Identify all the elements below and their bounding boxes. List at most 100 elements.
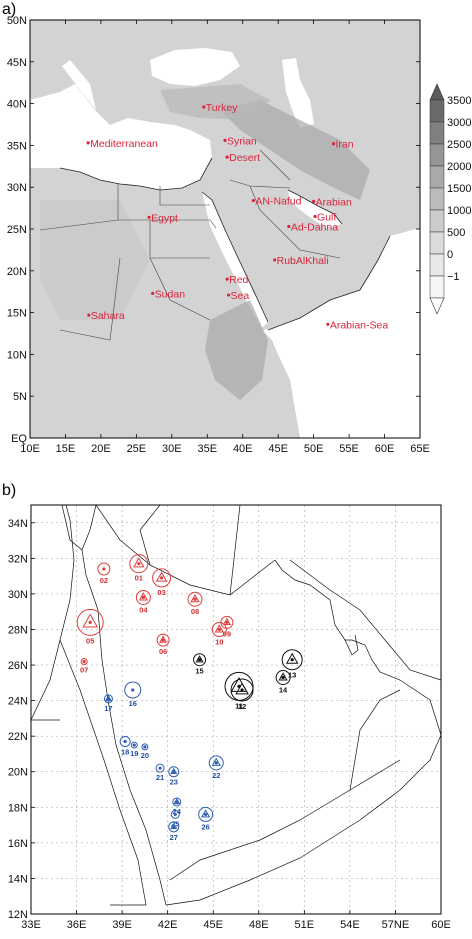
station-dot: [123, 739, 127, 744]
station-12: 12: [230, 678, 254, 711]
panel-a-ticks: EQ 5N 10N 15N 20N 25N 30N 35N 40N 45N 50N 10E 15E 20E…: [7, 15, 430, 455]
panel-b-grid: [31, 505, 441, 914]
colorbar-segment: [429, 143, 445, 167]
lat-tick-label: 18N: [8, 802, 28, 814]
station-dot: [102, 567, 106, 571]
lon-tick-label: 45E: [268, 443, 288, 455]
station-25: 25: [170, 809, 180, 828]
station-id-label: 18: [121, 748, 129, 757]
panel-a-map: Turkey Syrian Desert Iran Mediterranean Egypt…: [30, 20, 420, 438]
lat-tick-label: 40N: [7, 99, 27, 111]
station-id-label: 24: [173, 807, 182, 816]
station-dot: [82, 659, 86, 664]
station-id-label: 27: [170, 833, 178, 842]
lat-tick-label: 5N: [13, 391, 27, 403]
station-id-label: 25: [171, 819, 179, 828]
station-08: 08: [187, 591, 203, 616]
colorbar-segment: [429, 165, 445, 189]
station-triangle: [155, 571, 168, 582]
station-id-label: 23: [170, 778, 178, 787]
station-circle: [281, 649, 303, 671]
panel-b-frame: [30, 504, 442, 915]
colorbar-max-arrow: [429, 83, 445, 101]
lat-tick-label: 34N: [8, 518, 28, 530]
station-triangle: [235, 682, 249, 695]
station-id-label: 07: [80, 665, 88, 674]
station-triangle: [195, 655, 204, 663]
colorbar-segment: [429, 99, 445, 123]
place-label: Iran: [335, 139, 353, 151]
place-marker: [225, 277, 229, 281]
station-dot: [172, 770, 176, 774]
station-dot: [161, 638, 165, 642]
station-id-label: 21: [156, 773, 164, 782]
station-id-label: 15: [195, 667, 203, 676]
lon-tick-label: 48E: [249, 919, 269, 931]
station-circle: [124, 681, 142, 699]
station-triangle: [82, 613, 99, 628]
station-05: 05: [76, 608, 104, 645]
lon-tick-label: 40E: [233, 443, 253, 455]
station-id-label: 04: [139, 605, 148, 614]
lon-tick-label: 30E: [162, 443, 182, 455]
station-15: 15: [193, 653, 207, 676]
place-marker: [312, 199, 316, 204]
lat-tick-label: 50N: [7, 15, 27, 27]
station-21: 21: [155, 763, 165, 782]
place-label: Ad-Dahna: [291, 221, 338, 233]
station-id-label: 06: [159, 647, 167, 656]
station-dot: [240, 688, 244, 692]
lon-tick-label: 42E: [158, 919, 178, 931]
station-18: 18: [119, 736, 131, 757]
station-dot: [175, 800, 179, 804]
lat-tick-label: 10N: [7, 349, 27, 361]
mediterranean-sea: [30, 84, 212, 190]
station-20: 20: [141, 743, 149, 760]
anatolia-terrain: [160, 84, 270, 120]
lon-tick-label: 60E: [431, 919, 451, 931]
colorbar-label: 3500: [447, 95, 471, 107]
place-marker: [225, 155, 229, 159]
station-10: 10: [211, 621, 227, 646]
place-marker: [86, 141, 90, 145]
station-id-label: 26: [201, 822, 209, 831]
station-dot: [281, 675, 285, 680]
station-dot: [225, 620, 229, 624]
station-03: 03: [152, 568, 172, 597]
station-dot: [197, 658, 202, 662]
lat-tick-label: 12N: [8, 909, 28, 921]
colorbar-segment: [429, 253, 445, 277]
station-dot: [106, 697, 111, 701]
station-id-label: 12: [238, 702, 246, 711]
station-16: 16: [124, 681, 142, 708]
station-triangle: [190, 594, 200, 603]
place-label: Mediterranean: [90, 138, 158, 150]
zagros-terrain: [220, 100, 370, 200]
lat-tick-label: 32N: [8, 553, 28, 565]
lon-tick-label: 33E: [21, 919, 41, 931]
station-id-label: 11: [235, 701, 243, 710]
station-dot: [217, 627, 221, 632]
arabia-outline: [31, 505, 441, 906]
lat-tick-label: 20N: [8, 767, 28, 779]
station-id-label: 05: [86, 636, 94, 645]
station-24: 24: [172, 797, 182, 816]
station-triangle: [285, 652, 299, 664]
station-circle: [80, 657, 88, 665]
station-13: 13: [281, 649, 303, 680]
station-02: 02: [97, 562, 111, 585]
place-marker: [273, 258, 277, 262]
station-22: 22: [208, 755, 224, 780]
lat-tick-label: 22N: [8, 731, 28, 743]
black-sea: [150, 48, 240, 86]
lon-tick-label: 39E: [112, 919, 132, 931]
station-dot: [141, 595, 145, 600]
station-circle: [193, 653, 207, 667]
elevation-colorbar: 3500 3000 2500 2000 1500 1000 500 0 −1: [429, 83, 471, 315]
lon-tick-label: 20E: [91, 443, 111, 455]
station-dot: [159, 576, 164, 580]
station-id-label: 17: [104, 704, 112, 713]
lat-tick-label: 30N: [7, 182, 27, 194]
lon-tick-label: 55E: [339, 443, 359, 455]
station-23: 23: [168, 766, 180, 787]
